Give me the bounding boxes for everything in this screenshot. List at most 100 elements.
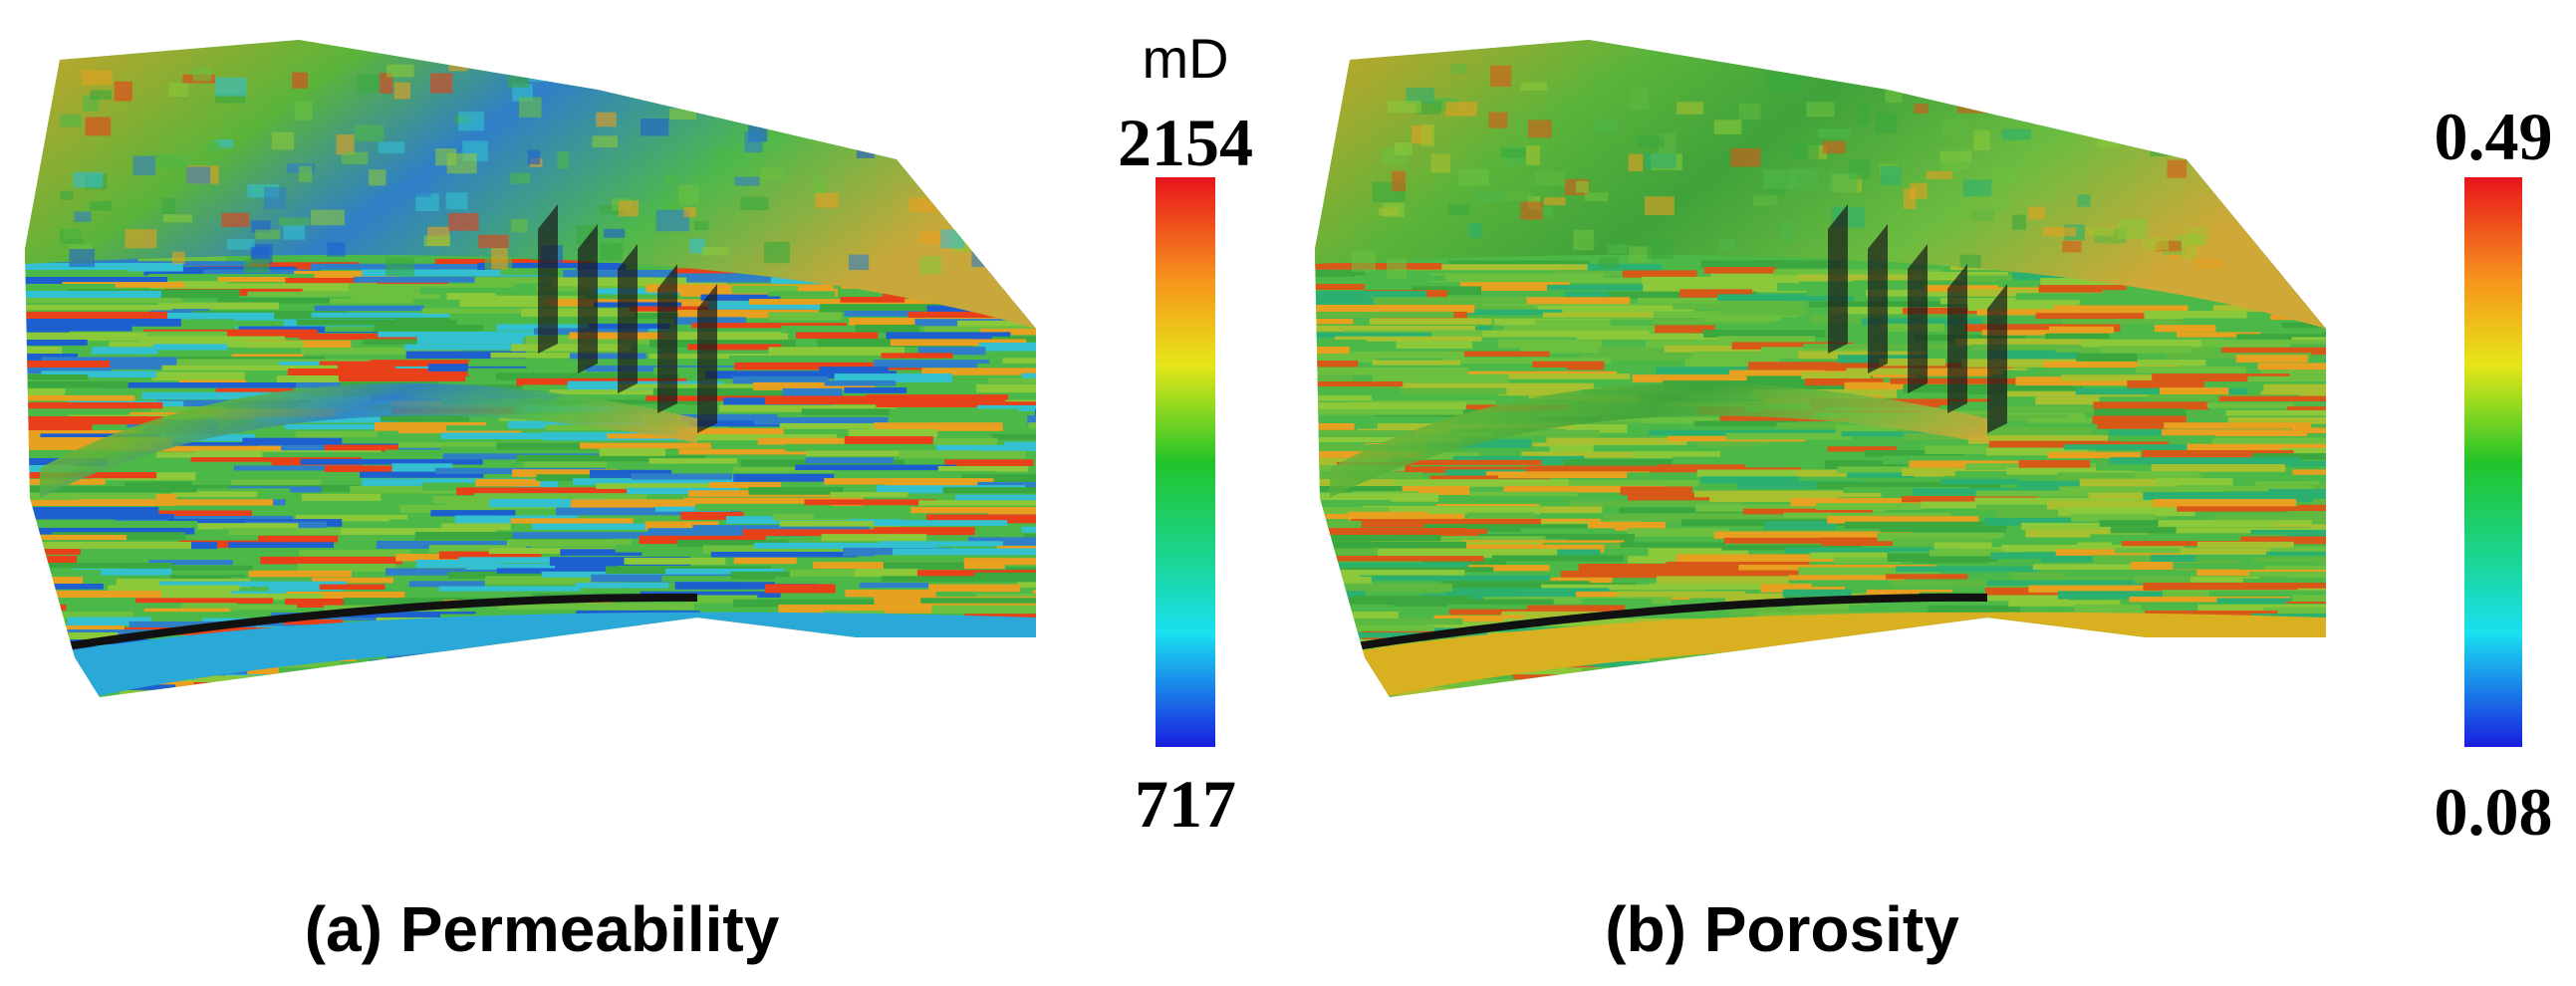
layer-cell: [1866, 289, 2009, 297]
layer-cell: [1757, 444, 1834, 451]
layer-cell: [418, 656, 536, 663]
layer-cell: [2208, 591, 2326, 600]
layer-cell: [1580, 354, 1701, 361]
fault-step: [538, 204, 558, 354]
layer-cell: [1805, 670, 1919, 679]
layer-cell: [1968, 643, 2094, 653]
layer-cell: [678, 427, 784, 435]
layer-cell: [2090, 534, 2287, 542]
layer-cell: [688, 420, 808, 427]
layer-cell: [1567, 535, 1635, 544]
surface-cell: [192, 67, 211, 82]
layer-cell: [1025, 254, 1036, 264]
layer-cell: [1882, 455, 2006, 464]
surface-cell: [1713, 120, 1742, 134]
surface-cell: [2253, 113, 2280, 130]
layer-cell: [25, 381, 129, 388]
layer-cell: [2296, 253, 2326, 263]
layer-cell: [1372, 373, 1509, 383]
layer-cell: [1643, 283, 1817, 293]
layer-cell: [1997, 559, 2152, 566]
layer-cell: [1315, 681, 1368, 688]
layer-cell: [2100, 638, 2222, 646]
layer-cell: [227, 542, 334, 549]
layer-cell: [615, 544, 745, 553]
layer-cell: [1706, 663, 1877, 670]
layer-cell: [2265, 551, 2326, 558]
layer-cell: [1941, 478, 2020, 485]
layer-cell: [2009, 662, 2094, 669]
layer-cell: [1804, 377, 1884, 386]
layer-cell: [1315, 374, 1354, 383]
layer-cell: [2260, 390, 2326, 397]
layer-cell: [1315, 521, 1362, 529]
layer-cell: [758, 646, 934, 656]
layer-cell: [910, 506, 1036, 515]
layer-cell: [560, 549, 643, 556]
layer-cell: [1492, 694, 1603, 697]
layer-cell: [378, 331, 559, 338]
layer-cell: [1755, 674, 1920, 684]
layer-cell: [1315, 632, 1456, 638]
layer-cell: [532, 523, 712, 530]
layer-cell: [933, 639, 1036, 646]
layer-cell: [893, 548, 1036, 558]
layer-cell: [928, 584, 1021, 593]
surface-cell: [2060, 101, 2077, 117]
layer-cell: [1315, 507, 1390, 516]
layer-cell: [844, 436, 933, 445]
layer-cell: [2292, 469, 2326, 475]
surface-cell: [446, 153, 477, 174]
surface-cell: [689, 238, 706, 254]
layer-cell: [2292, 595, 2326, 604]
layer-cell: [1315, 577, 1372, 584]
layer-cell: [549, 557, 690, 567]
surface-cell: [2255, 158, 2287, 168]
layer-cell: [2252, 328, 2326, 334]
layer-cell: [302, 493, 382, 503]
layer-cell: [785, 443, 934, 452]
layer-cell: [2018, 460, 2091, 468]
layer-cell: [25, 409, 90, 418]
layer-cell: [855, 569, 918, 577]
layer-cell: [1655, 325, 1715, 334]
surface-cell: [1505, 191, 1533, 201]
surface-cell: [1719, 239, 1736, 252]
layer-cell: [1970, 344, 2140, 351]
layer-cell: [665, 568, 785, 575]
layer-cell: [1315, 528, 1468, 536]
layer-cell: [695, 503, 832, 511]
layer-cell: [1315, 549, 1379, 555]
surface-cell: [1606, 244, 1628, 255]
layer-cell: [2276, 475, 2326, 483]
layer-cell: [1315, 618, 1463, 625]
layer-cell: [1050, 362, 1144, 368]
layer-cell: [1537, 305, 1694, 314]
surface-cell: [618, 200, 640, 217]
layer-cell: [1315, 416, 1438, 421]
surface-cell: [161, 197, 176, 214]
surface-cell: [596, 112, 617, 127]
layer-cell: [631, 473, 732, 480]
surface-cell: [2116, 67, 2149, 80]
layer-cell: [1450, 309, 1563, 316]
layer-cell: [827, 666, 994, 672]
layer-cell: [874, 527, 975, 536]
layer-cell: [161, 365, 339, 370]
layer-cell: [221, 549, 283, 555]
layer-cell: [1773, 269, 1942, 276]
layer-cell: [25, 284, 116, 291]
layer-cell: [1489, 499, 1586, 508]
layer-cell: [795, 464, 957, 471]
layer-cell: [512, 469, 619, 477]
surface-cell: [1875, 113, 1898, 133]
layer-cell: [1633, 451, 1720, 459]
layer-cell: [386, 568, 499, 576]
surface-cell: [1914, 104, 1929, 114]
layer-cell: [1581, 598, 1653, 608]
layer-cell: [596, 483, 718, 489]
surface-cell: [1645, 196, 1674, 215]
layer-cell: [1864, 659, 2045, 665]
layer-cell: [757, 437, 845, 445]
surface-cell: [283, 225, 306, 240]
